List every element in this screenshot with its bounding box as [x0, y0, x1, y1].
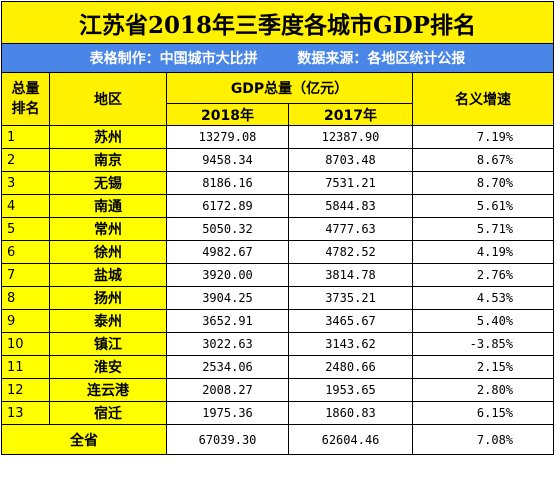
gdp-2018-cell: 3920.00 [166, 263, 289, 287]
city-cell: 南京 [49, 148, 167, 172]
city-cell: 镇江 [49, 332, 167, 356]
growth-cell: 2.80% [411, 378, 554, 402]
growth-cell: 8.70% [411, 171, 554, 195]
total-growth: 7.08% [411, 424, 554, 455]
growth-cell: 4.53% [411, 286, 554, 310]
gdp-ranking-table: 江苏省2018年三季度各城市GDP排名 表格制作：中国城市大比拼 数据来源：各地… [0, 1, 554, 455]
city-cell: 宿迁 [49, 401, 167, 425]
gdp-2017-cell: 2480.66 [288, 355, 413, 379]
rank-header-label: 总量排名 [11, 81, 40, 117]
total-gdp-2018: 67039.30 [166, 424, 289, 455]
total-label: 全省 [1, 424, 167, 455]
gdp-total-header: GDP总量（亿元） [166, 72, 413, 104]
growth-cell: 6.15% [411, 401, 554, 425]
city-cell: 苏州 [49, 125, 167, 149]
rank-cell: 12 [1, 378, 50, 402]
region-header: 地区 [49, 72, 167, 126]
table-row: 4 南通 6172.89 5844.83 5.61% [1, 194, 554, 218]
gdp-2018-cell: 8186.16 [166, 171, 289, 195]
table-row: 7 盐城 3920.00 3814.78 2.76% [1, 263, 554, 287]
gdp-2017-cell: 5844.83 [288, 194, 413, 218]
table-row: 9 泰州 3652.91 3465.67 5.40% [1, 309, 554, 333]
city-cell: 泰州 [49, 309, 167, 333]
growth-cell: 2.76% [411, 263, 554, 287]
table-row: 5 常州 5050.32 4777.63 5.71% [1, 217, 554, 241]
gdp-2017-cell: 3143.62 [288, 332, 413, 356]
gdp-2018-cell: 2534.06 [166, 355, 289, 379]
gdp-2018-cell: 13279.08 [166, 125, 289, 149]
gdp-2018-cell: 3022.63 [166, 332, 289, 356]
rank-cell: 8 [1, 286, 50, 310]
year-2017-header: 2017年 [288, 103, 413, 126]
table-row: 1 苏州 13279.08 12387.90 7.19% [1, 125, 554, 149]
data-source: 数据来源：各地区统计公报 [297, 51, 466, 67]
city-cell: 南通 [49, 194, 167, 218]
city-cell: 常州 [49, 217, 167, 241]
year-2018-header: 2018年 [166, 103, 289, 126]
rank-cell: 4 [1, 194, 50, 218]
rank-cell: 7 [1, 263, 50, 287]
gdp-2018-cell: 2008.27 [166, 378, 289, 402]
gdp-2017-cell: 4782.52 [288, 240, 413, 264]
gdp-2017-cell: 1860.83 [288, 401, 413, 425]
growth-cell: 2.15% [411, 355, 554, 379]
gdp-2018-cell: 3652.91 [166, 309, 289, 333]
growth-cell: 5.71% [411, 217, 554, 241]
city-cell: 淮安 [49, 355, 167, 379]
city-cell: 无锡 [49, 171, 167, 195]
total-row: 全省 67039.30 62604.46 7.08% [1, 424, 554, 455]
growth-header: 名义增速 [411, 72, 554, 126]
table-row: 8 扬州 3904.25 3735.21 4.53% [1, 286, 554, 310]
rank-cell: 9 [1, 309, 50, 333]
table-row: 12 连云港 2008.27 1953.65 2.80% [1, 378, 554, 402]
city-cell: 盐城 [49, 263, 167, 287]
growth-cell: -3.85% [411, 332, 554, 356]
gdp-2017-cell: 12387.90 [288, 125, 413, 149]
city-cell: 徐州 [49, 240, 167, 264]
gdp-2017-cell: 3735.21 [288, 286, 413, 310]
rank-cell: 3 [1, 171, 50, 195]
rank-cell: 2 [1, 148, 50, 172]
rank-header: 总量排名 [1, 72, 50, 126]
rank-cell: 6 [1, 240, 50, 264]
gdp-2017-cell: 3465.67 [288, 309, 413, 333]
growth-cell: 5.61% [411, 194, 554, 218]
gdp-2018-cell: 3904.25 [166, 286, 289, 310]
growth-cell: 7.19% [411, 125, 554, 149]
city-cell: 扬州 [49, 286, 167, 310]
table-row: 2 南京 9458.34 8703.48 8.67% [1, 148, 554, 172]
table-row: 6 徐州 4982.67 4782.52 4.19% [1, 240, 554, 264]
gdp-2018-cell: 1975.36 [166, 401, 289, 425]
rank-cell: 11 [1, 355, 50, 379]
table-subtitle: 表格制作：中国城市大比拼 数据来源：各地区统计公报 [0, 43, 554, 73]
rank-cell: 10 [1, 332, 50, 356]
gdp-2017-cell: 3814.78 [288, 263, 413, 287]
gdp-2017-cell: 4777.63 [288, 217, 413, 241]
gdp-2017-cell: 8703.48 [288, 148, 413, 172]
gdp-2018-cell: 9458.34 [166, 148, 289, 172]
city-cell: 连云港 [49, 378, 167, 402]
growth-cell: 8.67% [411, 148, 554, 172]
table-row: 3 无锡 8186.16 7531.21 8.70% [1, 171, 554, 195]
table-row: 10 镇江 3022.63 3143.62 -3.85% [1, 332, 554, 356]
growth-cell: 5.40% [411, 309, 554, 333]
rank-cell: 5 [1, 217, 50, 241]
table-title: 江苏省2018年三季度各城市GDP排名 [0, 1, 554, 44]
rank-cell: 13 [1, 401, 50, 425]
gdp-2018-cell: 6172.89 [166, 194, 289, 218]
gdp-2017-cell: 7531.21 [288, 171, 413, 195]
gdp-2018-cell: 5050.32 [166, 217, 289, 241]
total-gdp-2017: 62604.46 [288, 424, 413, 455]
maker-credit: 表格制作：中国城市大比拼 [89, 51, 258, 67]
rank-cell: 1 [1, 125, 50, 149]
gdp-2018-cell: 4982.67 [166, 240, 289, 264]
table-row: 11 淮安 2534.06 2480.66 2.15% [1, 355, 554, 379]
growth-cell: 4.19% [411, 240, 554, 264]
gdp-2017-cell: 1953.65 [288, 378, 413, 402]
table-row: 13 宿迁 1975.36 1860.83 6.15% [1, 401, 554, 425]
